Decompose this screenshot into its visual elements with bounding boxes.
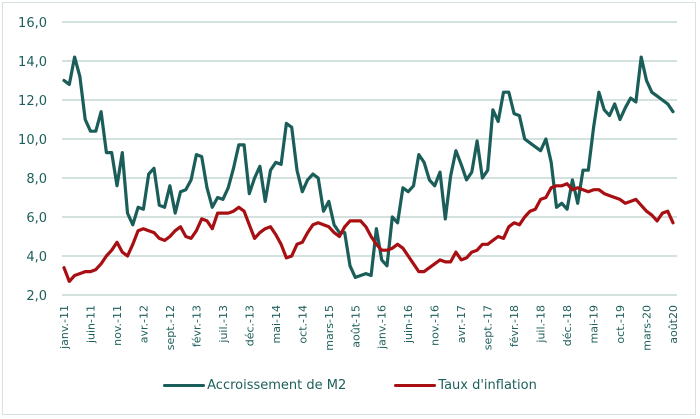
- x-tick-label: juil.-18: [535, 305, 548, 344]
- legend-swatch-inflation: [394, 384, 437, 387]
- x-tick-label: avr.-12: [137, 305, 150, 343]
- series-line-m2: [62, 55, 675, 279]
- x-tick-label: mars-20: [641, 305, 654, 351]
- x-tick-label: août20: [667, 305, 680, 344]
- x-tick-label: mars-15: [323, 305, 336, 351]
- x-tick-label: août-15: [349, 305, 362, 348]
- legend: Accroissement de M2 Taux d'inflation: [0, 378, 700, 393]
- legend-label-m2: Accroissement de M2: [207, 378, 347, 393]
- x-tick-label: mai-19: [588, 305, 601, 343]
- y-tick-label: 16,0: [18, 16, 47, 31]
- x-tick-label: janv.-11: [58, 305, 71, 350]
- y-tick-label: 2,0: [26, 289, 47, 304]
- x-tick-label: avr.-17: [455, 305, 468, 343]
- y-tick-label: 12,0: [18, 94, 47, 109]
- y-tick-label: 14,0: [18, 55, 47, 70]
- y-tick-label: 10,0: [18, 133, 47, 148]
- x-tick-label: mai-14: [270, 305, 283, 343]
- chart-frame: [2, 2, 696, 415]
- x-tick-label: oct.-14: [296, 305, 309, 344]
- legend-label-inflation: Taux d'inflation: [438, 378, 537, 393]
- x-tick-label: juin-11: [84, 305, 97, 344]
- x-tick-label: juil.-13: [217, 305, 230, 344]
- x-tick-label: oct.-19: [614, 305, 627, 344]
- legend-item-m2: Accroissement de M2: [163, 378, 346, 393]
- x-tick-label: juin-16: [402, 305, 415, 344]
- x-tick-label: févr.-18: [508, 305, 521, 347]
- x-tick-label: nov.-11: [111, 305, 124, 346]
- x-tick-label: déc.-13: [243, 305, 256, 346]
- x-tick-label: déc.-18: [561, 305, 574, 346]
- y-tick-label: 4,0: [26, 250, 47, 265]
- x-tick-label: févr.-13: [190, 305, 203, 347]
- x-tick-label: janv.-16: [376, 305, 389, 350]
- y-tick-label: 8,0: [26, 172, 47, 187]
- x-tick-label: nov.-16: [429, 305, 442, 346]
- x-tick-label: sept.-12: [164, 305, 177, 350]
- x-tick-label: sept.-17: [482, 305, 495, 350]
- series-line-inflation: [62, 182, 675, 283]
- legend-swatch-m2: [163, 384, 206, 387]
- legend-item-inflation: Taux d'inflation: [394, 378, 537, 393]
- y-tick-label: 6,0: [26, 211, 47, 226]
